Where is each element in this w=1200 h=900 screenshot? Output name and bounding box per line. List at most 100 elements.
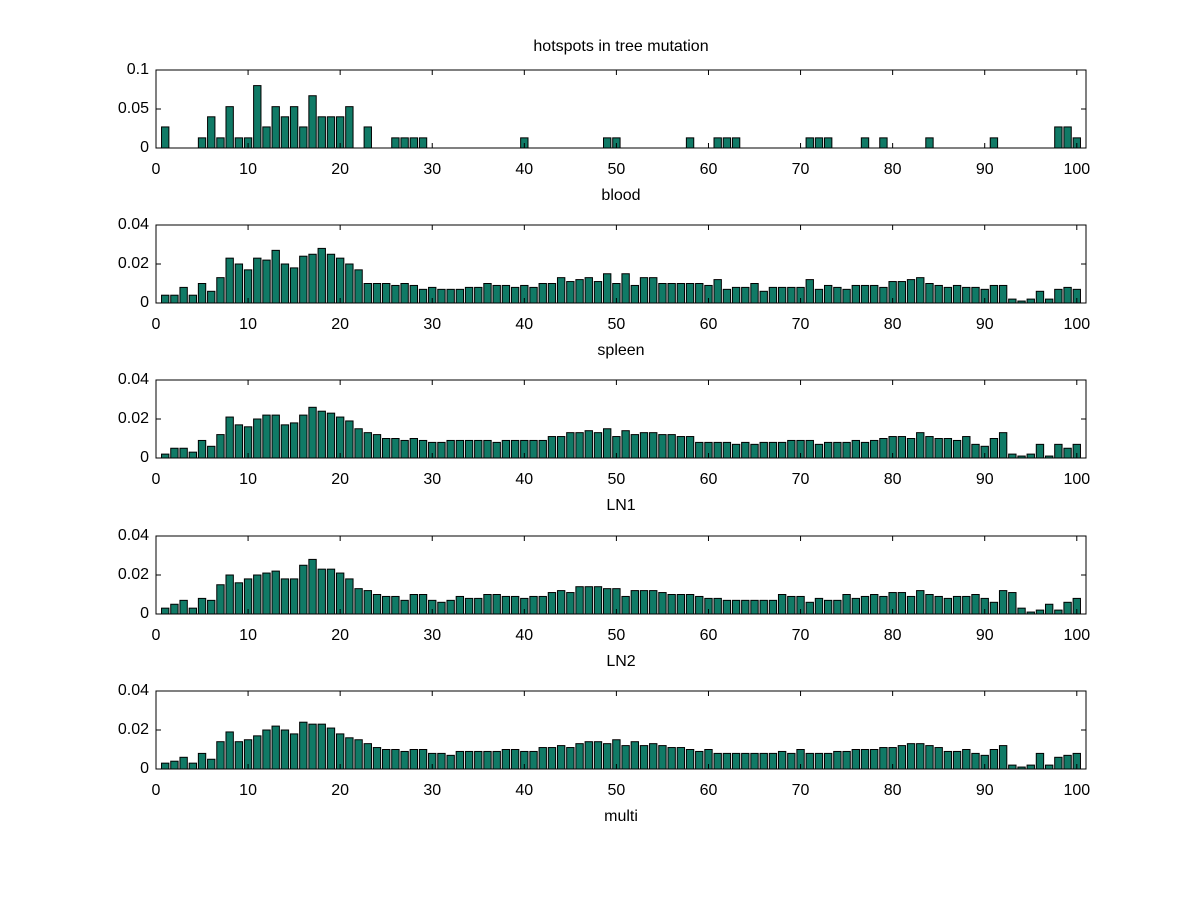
bar (566, 281, 575, 304)
x-tick-label: 40 (515, 627, 533, 644)
x-tick-label: 90 (976, 782, 994, 799)
bar (354, 428, 363, 459)
bar (759, 290, 768, 304)
bar (630, 434, 639, 459)
bar (409, 438, 419, 459)
bar (851, 439, 860, 459)
bar (649, 277, 658, 304)
bar (787, 286, 796, 304)
x-tick-label: 50 (607, 161, 625, 178)
bar (823, 441, 833, 459)
bar (161, 126, 170, 149)
bar (372, 594, 382, 615)
bar (464, 597, 474, 615)
bar (1054, 126, 1063, 149)
x-tick-label: 70 (792, 316, 810, 333)
bar (676, 594, 686, 615)
bar (179, 447, 188, 459)
x-tick-label: 50 (607, 782, 625, 799)
bar (363, 743, 372, 770)
bar (759, 752, 768, 770)
bar (814, 137, 824, 149)
bar (823, 137, 833, 149)
bar (695, 441, 704, 459)
bar (925, 436, 934, 459)
bar (897, 281, 907, 304)
bar (372, 747, 382, 770)
bar (299, 126, 308, 149)
x-tick-label: 40 (515, 471, 533, 488)
bar (906, 595, 916, 615)
bar (593, 432, 603, 459)
bar (299, 255, 308, 304)
bar (934, 284, 943, 304)
bar (685, 436, 695, 459)
bar (814, 752, 824, 770)
bar (768, 441, 778, 459)
y-tick-label: 0 (140, 760, 149, 777)
bar (400, 750, 409, 770)
bar (925, 137, 934, 149)
bar (483, 594, 492, 615)
bar (842, 594, 851, 615)
y-tick-label: 0 (140, 605, 149, 622)
x-tick-label: 90 (976, 627, 994, 644)
bar (474, 439, 483, 459)
bar (446, 754, 455, 770)
y-tick-label: 0.04 (118, 216, 149, 233)
bar (750, 752, 759, 770)
bar (639, 277, 649, 304)
bar (483, 750, 492, 770)
bar (262, 126, 271, 149)
bar (768, 752, 778, 770)
bar (225, 257, 234, 304)
bar (731, 599, 741, 615)
bar (280, 263, 290, 304)
bar (759, 599, 768, 615)
bar (1044, 298, 1054, 304)
bar (464, 439, 474, 459)
bar (308, 723, 317, 770)
bar (768, 599, 778, 615)
x-tick-label: 40 (515, 316, 533, 333)
bar (326, 412, 336, 459)
bar (695, 595, 704, 615)
bar (538, 439, 547, 459)
bar (253, 574, 262, 615)
bar (225, 416, 234, 459)
x-tick-label: 80 (884, 161, 902, 178)
bar (989, 137, 999, 149)
bar (962, 595, 971, 615)
bar (400, 137, 409, 149)
bar (418, 137, 428, 149)
x-tick-label: 60 (700, 316, 718, 333)
bar (1054, 609, 1063, 615)
bar (989, 284, 999, 304)
bar (621, 595, 630, 615)
bar (731, 752, 741, 770)
bar (354, 269, 363, 304)
bar (943, 286, 953, 304)
bar (271, 570, 280, 615)
bar (870, 284, 879, 304)
bar (492, 441, 501, 459)
bar (382, 438, 391, 459)
bar (207, 116, 216, 149)
bar (777, 750, 787, 770)
x-tick-label: 10 (239, 782, 257, 799)
bar (667, 283, 676, 304)
bar (713, 137, 722, 149)
bar (216, 434, 225, 459)
bar (253, 735, 262, 770)
y-tick-label: 0.1 (127, 61, 149, 78)
bar (639, 745, 649, 770)
bar (446, 599, 455, 615)
bar (492, 594, 501, 615)
bar (906, 279, 916, 304)
bar (842, 750, 851, 770)
bar (593, 281, 603, 304)
bar (962, 436, 971, 459)
bar (225, 106, 234, 149)
bar (621, 430, 630, 459)
x-tick-label: 20 (331, 471, 349, 488)
